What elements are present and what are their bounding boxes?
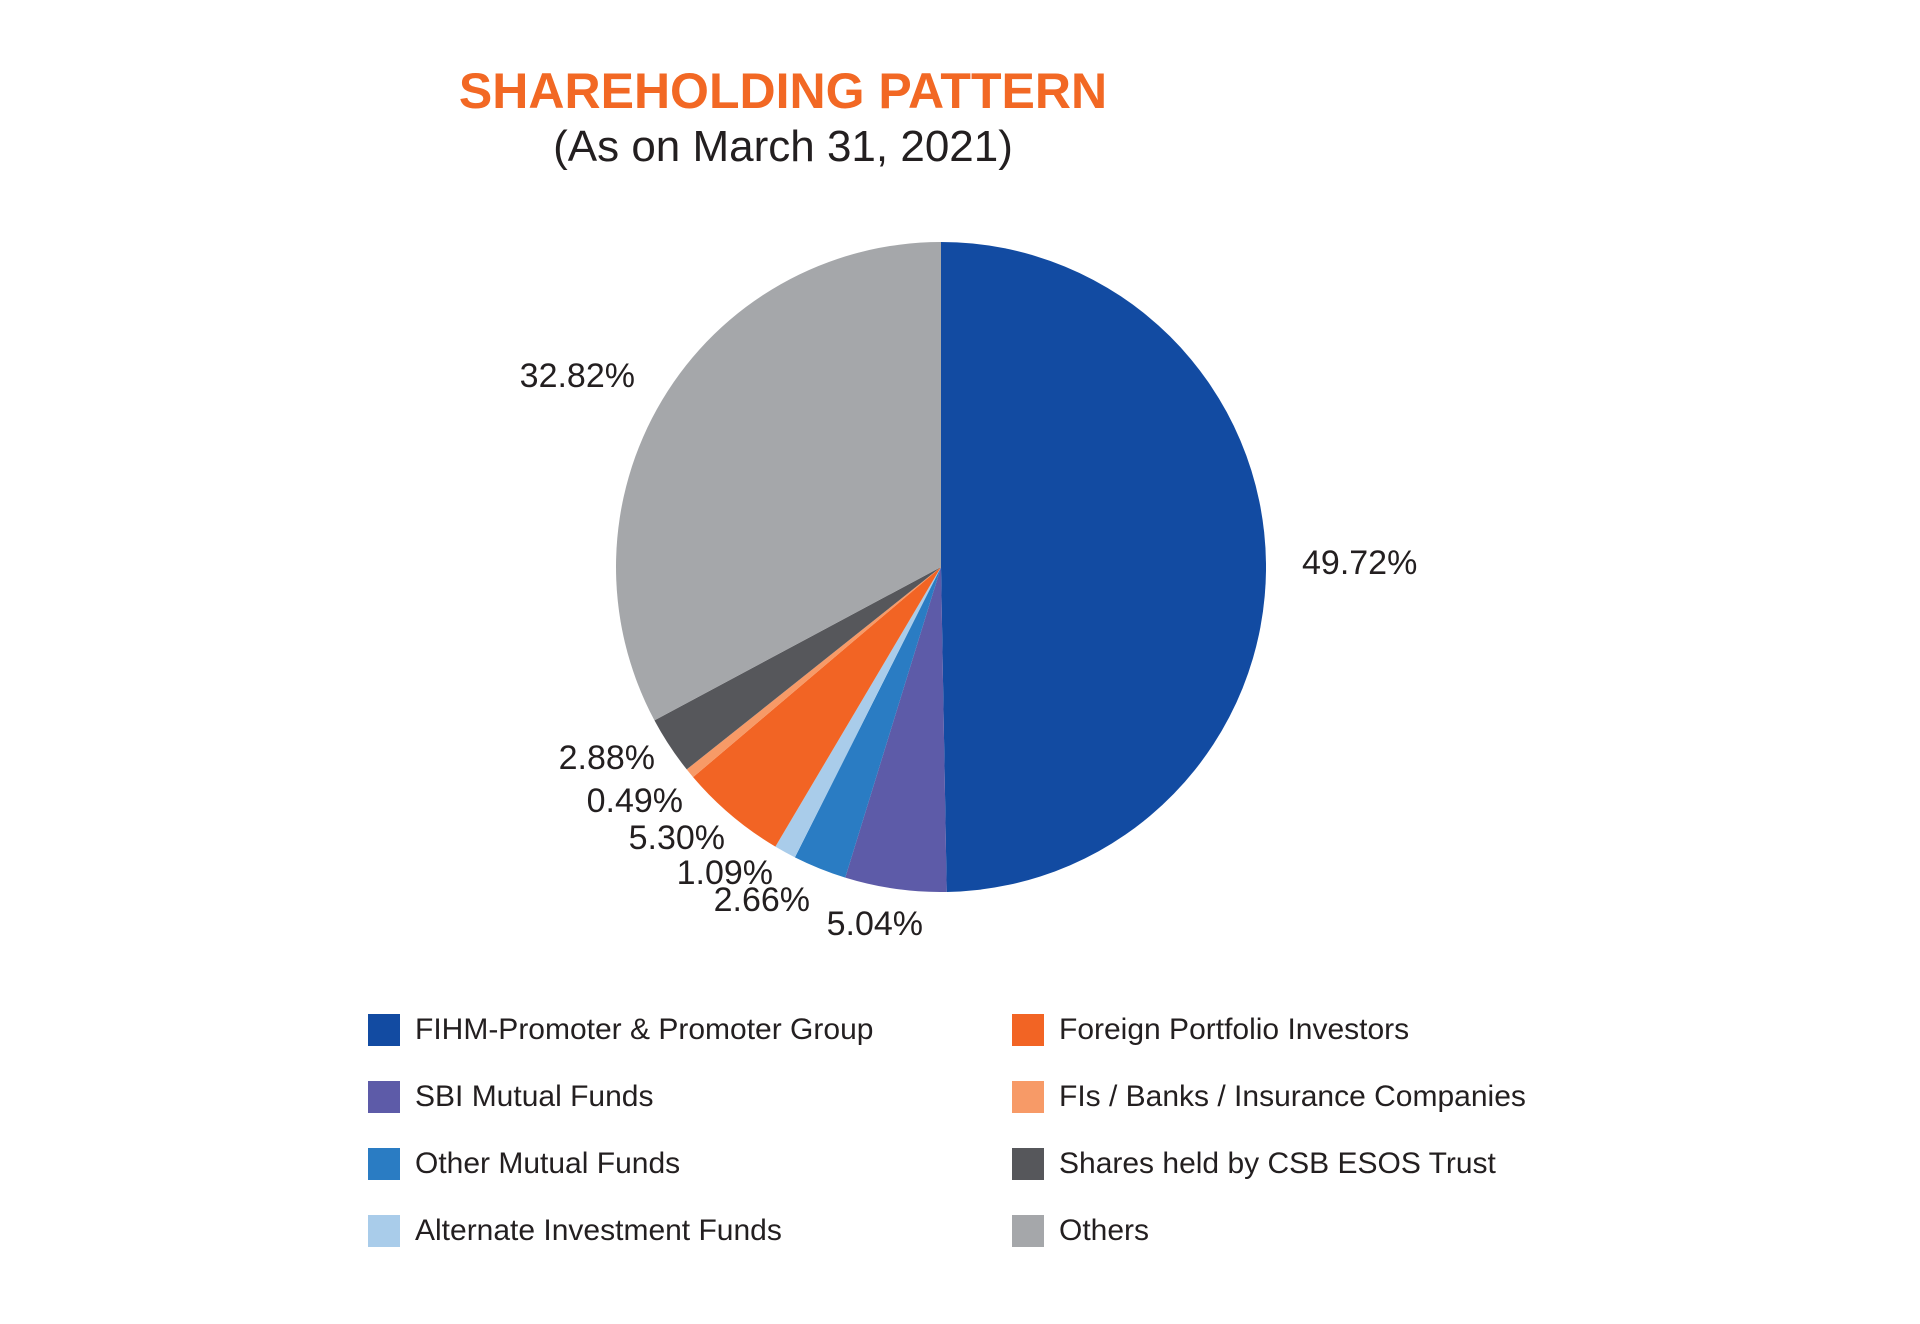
legend-label-0: FIHM-Promoter & Promoter Group (415, 1012, 874, 1046)
legend-label-6: Shares held by CSB ESOS Trust (1059, 1146, 1496, 1180)
pie-slice-6 (654, 567, 941, 770)
chart-title: SHAREHOLDING PATTERN (458, 63, 1108, 119)
legend-item-3: Alternate Investment Funds (368, 1197, 1012, 1264)
legend-item-0: FIHM-Promoter & Promoter Group (368, 996, 1012, 1063)
legend-item-7: Others (1012, 1197, 1526, 1264)
legend-item-2: Other Mutual Funds (368, 1130, 1012, 1197)
slice-value-label-2: 2.66% (713, 881, 810, 919)
legend-label-2: Other Mutual Funds (415, 1146, 681, 1180)
pie-slice-0 (941, 242, 1266, 892)
slice-value-label-5: 0.49% (586, 782, 683, 820)
legend-label-3: Alternate Investment Funds (415, 1213, 782, 1247)
legend-swatch-7 (1012, 1214, 1044, 1247)
legend-label-5: FIs / Banks / Insurance Companies (1059, 1079, 1526, 1113)
slice-value-label-1: 5.04% (826, 905, 923, 943)
slice-value-label-3: 1.09% (676, 854, 773, 892)
legend-swatch-6 (1012, 1147, 1044, 1180)
pie-slice-7 (616, 242, 941, 721)
legend-item-1: SBI Mutual Funds (368, 1063, 1012, 1130)
slice-value-label-7: 32.82% (519, 357, 635, 395)
slice-value-label-6: 2.88% (558, 739, 655, 777)
pie-slice-2 (794, 567, 941, 878)
pie-chart (616, 242, 1266, 892)
pie-slice-5 (686, 567, 941, 778)
pie-slice-4 (693, 567, 941, 847)
legend-item-6: Shares held by CSB ESOS Trust (1012, 1130, 1526, 1197)
legend-swatch-0 (368, 1013, 400, 1046)
legend-label-1: SBI Mutual Funds (415, 1079, 654, 1113)
legend-item-5: FIs / Banks / Insurance Companies (1012, 1063, 1526, 1130)
slice-value-label-4: 5.30% (628, 819, 725, 857)
legend-swatch-2 (368, 1147, 400, 1180)
legend-label-7: Others (1059, 1213, 1150, 1247)
chart-subtitle: (As on March 31, 2021) (553, 122, 1013, 171)
pie-slice-3 (775, 567, 941, 858)
legend-label-4: Foreign Portfolio Investors (1059, 1012, 1410, 1046)
legend: FIHM-Promoter & Promoter Group SBI Mutual… (368, 996, 1526, 1264)
legend-swatch-5 (1012, 1080, 1044, 1113)
legend-item-4: Foreign Portfolio Investors (1012, 996, 1526, 1063)
legend-swatch-4 (1012, 1013, 1044, 1046)
legend-swatch-3 (368, 1214, 400, 1247)
legend-swatch-1 (368, 1080, 400, 1113)
pie-slice-1 (845, 567, 947, 892)
slice-value-label-0: 49.72% (1302, 544, 1418, 582)
